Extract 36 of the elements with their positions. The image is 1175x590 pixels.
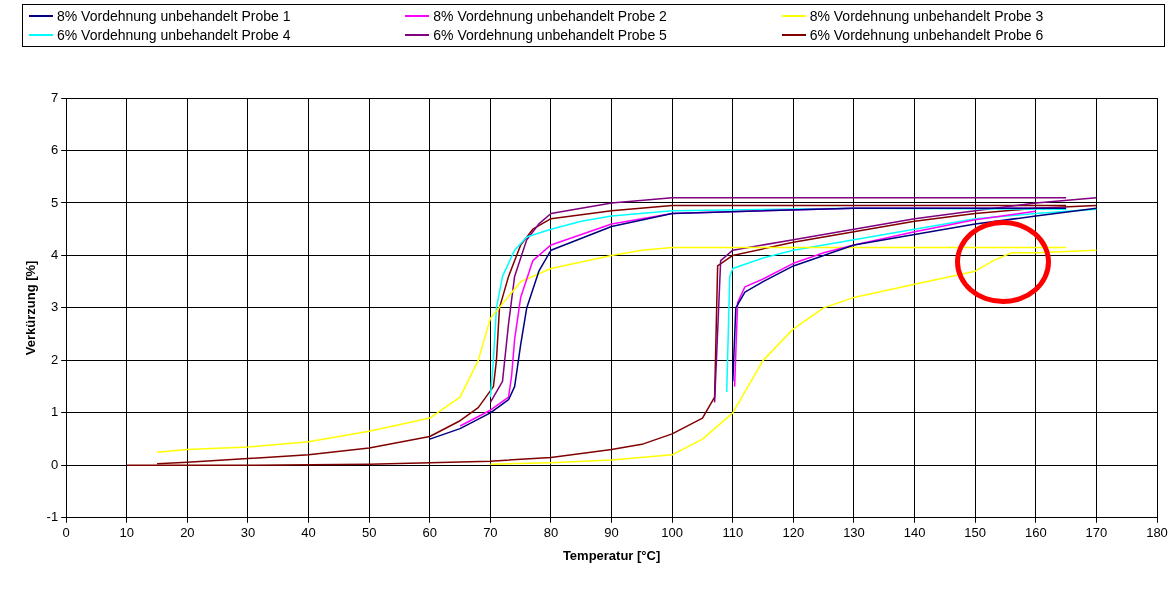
x-tick-label: 70 <box>483 525 498 541</box>
x-tick-label: 20 <box>180 525 195 541</box>
x-tick-label: 110 <box>722 525 744 541</box>
legend-label: 8% Vordehnung unbehandelt Probe 2 <box>433 8 667 24</box>
legend-label: 8% Vordehnung unbehandelt Probe 3 <box>809 8 1044 24</box>
x-tick-label: 120 <box>782 525 805 541</box>
x-tick-label: 30 <box>240 525 256 541</box>
y-tick-label: 7 <box>50 89 59 105</box>
x-tick-label: 150 <box>964 525 987 541</box>
x-tick-label: 180 <box>1146 525 1168 541</box>
y-tick-label: 2 <box>50 351 59 367</box>
y-tick-label: 3 <box>50 299 59 315</box>
x-axis-title: Temperatur [°C] <box>562 547 661 563</box>
y-tick-label: 1 <box>50 404 59 420</box>
legend-label: 6% Vordehnung unbehandelt Probe 6 <box>809 27 1044 43</box>
x-tick-label: 40 <box>301 525 316 541</box>
x-tick-label: 80 <box>543 525 559 541</box>
legend-label: 8% Vordehnung unbehandelt Probe 1 <box>57 8 291 24</box>
y-tick-label: 6 <box>50 142 59 158</box>
y-tick-label: 5 <box>50 194 59 210</box>
y-tick-label: -1 <box>46 509 59 525</box>
x-tick-label: 100 <box>661 525 684 541</box>
x-tick-label: 50 <box>361 525 377 541</box>
y-tick-label: 4 <box>50 247 59 262</box>
x-tick-label: 170 <box>1085 525 1108 541</box>
x-tick-label: 60 <box>422 525 438 541</box>
y-axis-title: Verkürzung [%] <box>23 260 39 356</box>
legend-label: 6% Vordehnung unbehandelt Probe 5 <box>433 27 667 43</box>
x-tick-label: 0 <box>62 525 70 541</box>
x-tick-label: 10 <box>119 525 134 541</box>
x-tick-label: 130 <box>843 525 865 541</box>
legend-label: 6% Vordehnung unbehandelt Probe 4 <box>57 27 291 43</box>
y-tick-label: 0 <box>50 456 59 472</box>
x-tick-label: 160 <box>1024 525 1047 541</box>
x-tick-label: 140 <box>903 525 926 541</box>
x-tick-label: 90 <box>604 525 619 541</box>
